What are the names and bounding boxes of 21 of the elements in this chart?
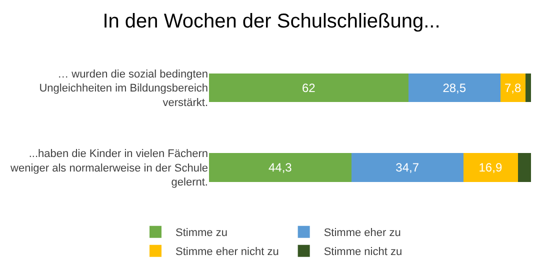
- bar: [518, 153, 531, 182]
- bar: [209, 73, 409, 102]
- data-label: 62: [302, 80, 316, 95]
- bar: [463, 153, 518, 182]
- bar: [352, 153, 464, 182]
- data-label: 34,7: [396, 160, 420, 174]
- data-label: 44,3: [268, 160, 292, 174]
- data-label: 7,8: [504, 80, 522, 95]
- y-tick-label: ...haben die Kinder in vielen Fächern weniger als normalerweise in der Schule gelernt.: [10, 148, 208, 189]
- data-label: 16,9: [478, 160, 502, 174]
- bar: [526, 73, 531, 102]
- data-label: 28,5: [442, 80, 466, 95]
- chart-title: In den Wochen der Schulschließung...: [102, 10, 440, 32]
- bar: [209, 153, 352, 182]
- legend-label: Stimme nicht zu: [324, 246, 402, 258]
- bar: [408, 73, 500, 102]
- legend-label: Stimme zu: [176, 227, 228, 240]
- y-tick-label: … wurden die sozial bedingten Ungleichheiten im Bildungsbereich verstärkt.: [39, 68, 208, 109]
- bar: [500, 73, 526, 102]
- legend-label: Stimme eher zu: [324, 227, 401, 240]
- legend-label: Stimme eher nicht zu: [176, 246, 279, 258]
